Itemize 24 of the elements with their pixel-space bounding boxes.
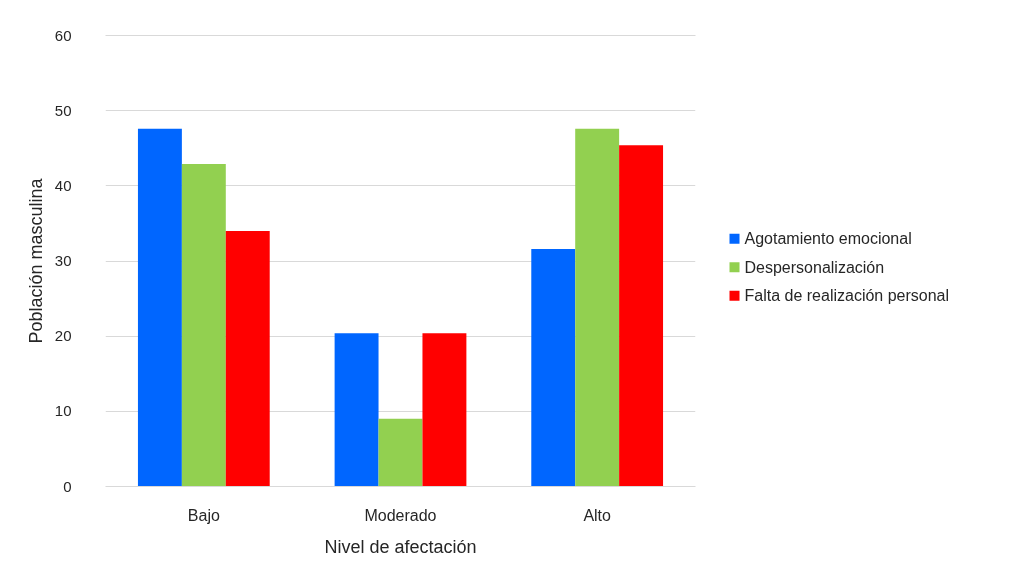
bar [181, 164, 226, 487]
y-tick-label: 0 [63, 477, 72, 495]
x-tick-label: Moderado [364, 506, 437, 524]
bar [575, 128, 620, 487]
y-tick-label: 20 [54, 327, 72, 345]
y-axis-title: Población masculina [25, 177, 46, 344]
bar [378, 418, 423, 487]
legend-label: Despersonalización [744, 258, 885, 276]
x-axis-title: Nivel de afectación [324, 536, 477, 557]
y-tick-label: 10 [54, 402, 72, 420]
x-tick-label: Alto [583, 506, 612, 524]
y-tick-label: 40 [54, 176, 72, 194]
bar [225, 230, 270, 487]
y-tick-label: 60 [54, 26, 72, 44]
bar [531, 248, 576, 487]
legend-label: Falta de realización personal [744, 287, 950, 305]
x-tick-label: Bajo [187, 506, 220, 524]
bar [334, 333, 379, 487]
bar [137, 128, 182, 487]
y-tick-label: 50 [54, 101, 72, 119]
y-tick-label: 30 [54, 252, 72, 269]
bar [422, 333, 467, 487]
legend-label: Agotamiento emocional [744, 230, 912, 248]
bar [619, 145, 664, 487]
